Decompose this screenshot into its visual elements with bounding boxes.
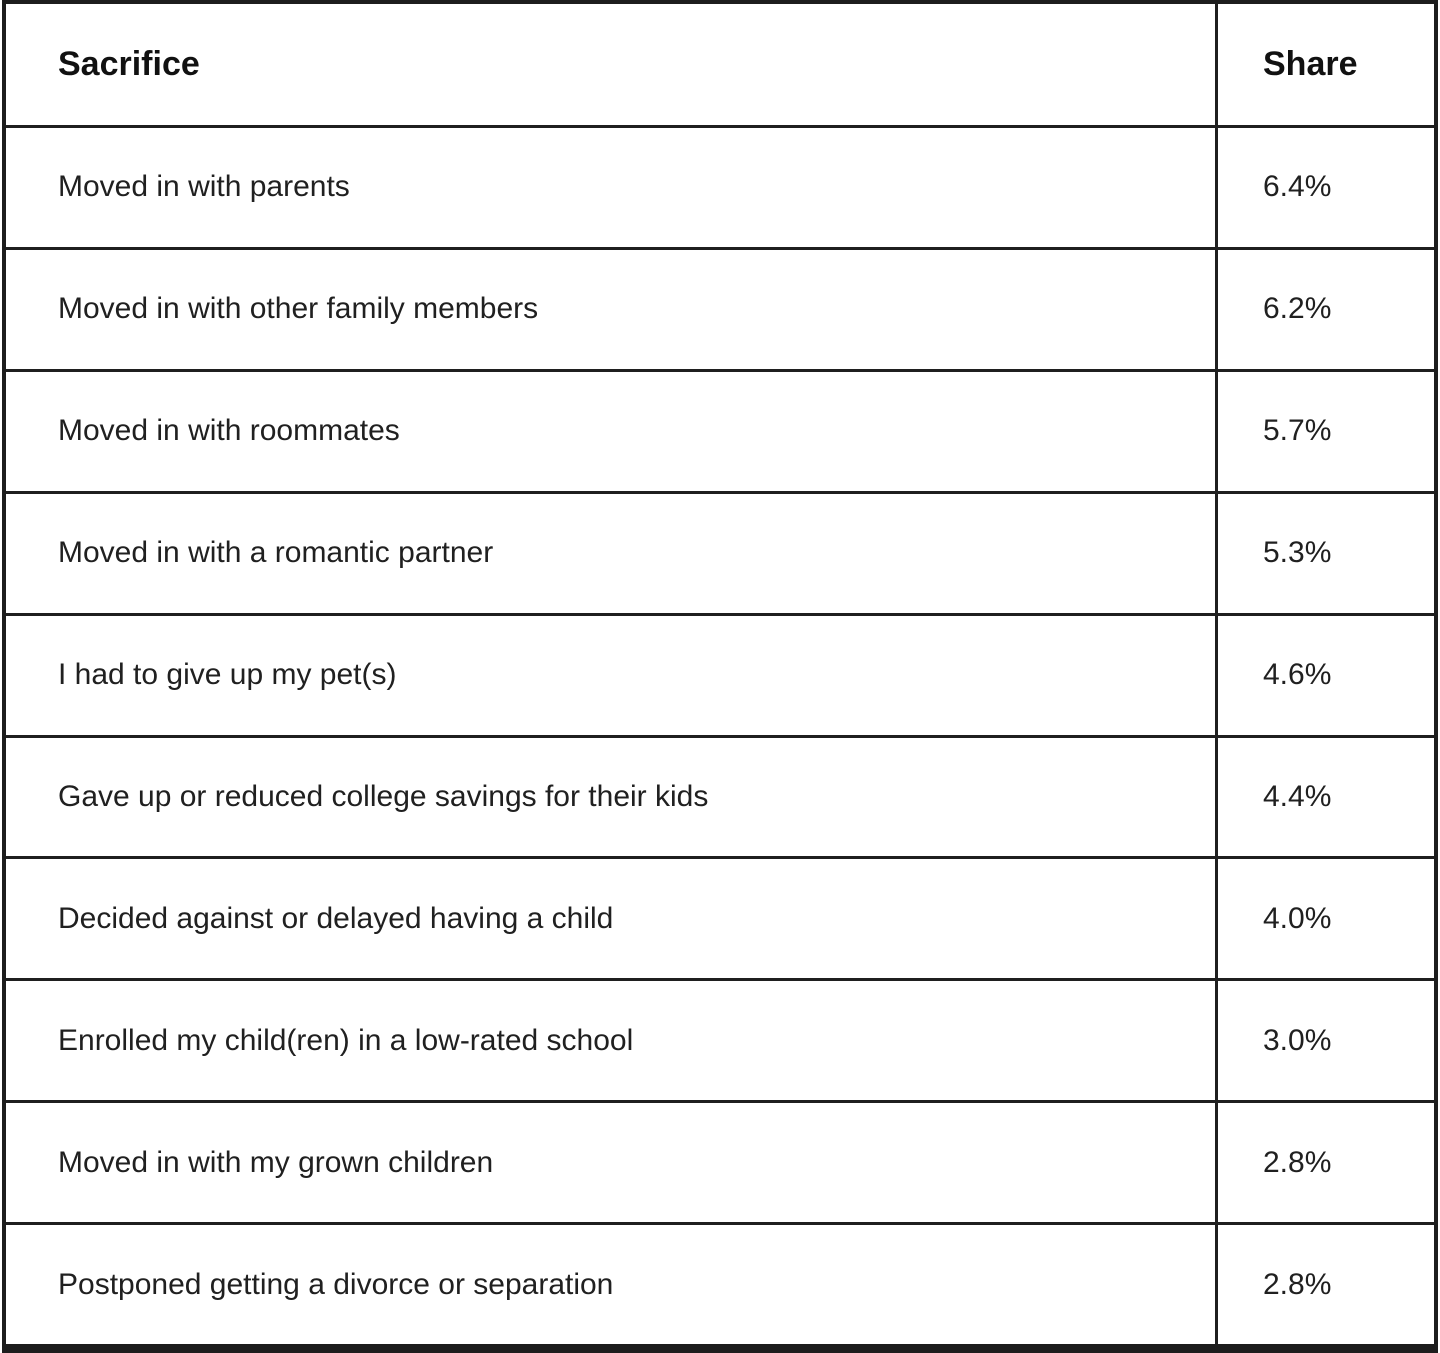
table-row-sacrifice: Postponed getting a divorce or separatio… <box>6 1222 1215 1344</box>
table-row-share: 6.4% <box>1215 125 1434 247</box>
table-row-sacrifice: Moved in with parents <box>6 125 1215 247</box>
table-row-share: 4.0% <box>1215 856 1434 979</box>
table-row-sacrifice: Moved in with my grown children <box>6 1100 1215 1223</box>
table-row-share: 2.8% <box>1215 1100 1434 1223</box>
table-row-share: 5.7% <box>1215 368 1434 491</box>
table-row-sacrifice: Enrolled my child(ren) in a low-rated sc… <box>6 978 1215 1101</box>
table-row-share: 5.3% <box>1215 490 1434 613</box>
table-row-share: 4.4% <box>1215 734 1434 857</box>
column-header-sacrifice: Sacrifice <box>6 4 1215 125</box>
table-row-sacrifice: Moved in with other family members <box>6 246 1215 369</box>
table-row-share: 2.8% <box>1215 1222 1434 1344</box>
column-header-share: Share <box>1215 4 1434 125</box>
table-row-sacrifice: I had to give up my pet(s) <box>6 612 1215 735</box>
table-row-sacrifice: Decided against or delayed having a chil… <box>6 856 1215 979</box>
table-row-sacrifice: Moved in with a romantic partner <box>6 490 1215 613</box>
table-row-sacrifice: Moved in with roommates <box>6 368 1215 491</box>
table-row-sacrifice: Gave up or reduced college savings for t… <box>6 734 1215 857</box>
table-row-share: 3.0% <box>1215 978 1434 1101</box>
table-row-share: 6.2% <box>1215 246 1434 369</box>
table-row-share: 4.6% <box>1215 612 1434 735</box>
